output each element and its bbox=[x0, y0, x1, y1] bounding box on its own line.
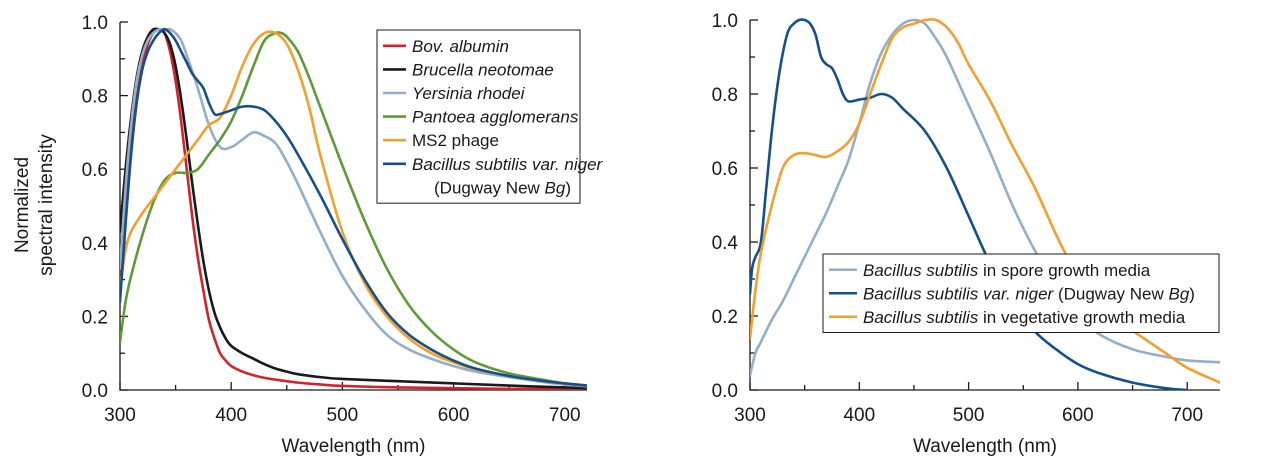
chart-0-legend-label-2: Yersinia rhodei bbox=[412, 84, 526, 103]
chart-0-series-line-1 bbox=[120, 27, 587, 390]
chart-0-x-tick-label: 300 bbox=[104, 405, 136, 426]
chart-0-legend-label-4: MS2 phage bbox=[412, 131, 499, 150]
chart-1-y-tick-label: 0.4 bbox=[712, 233, 739, 254]
chart-0-legend-label-1: Brucella neotomae bbox=[412, 60, 554, 79]
chart-0-y-axis-title-line: Normalized bbox=[12, 157, 33, 253]
chart-1-legend: Bacillus subtilis in spore growth media B… bbox=[822, 253, 1220, 333]
chart-1-x-tick-label: 700 bbox=[1171, 405, 1203, 426]
chart-1-series-group bbox=[750, 17, 1220, 390]
chart-0-legend-label-5-line2: (Dugway New Bg) bbox=[434, 178, 571, 197]
chart-0-series-line-4 bbox=[120, 30, 587, 387]
chart-1-x-tick-label: 400 bbox=[843, 405, 875, 426]
chart-1-x-tick-label: 600 bbox=[1062, 405, 1094, 426]
chart-0-x-tick-label: 600 bbox=[438, 405, 470, 426]
chart-0-y-tick-label: 0.4 bbox=[82, 234, 109, 255]
chart-0-series-line-3 bbox=[120, 31, 587, 387]
chart-0-y-tick-label: 0.8 bbox=[82, 87, 108, 108]
left-chart-panel: 0.0 0.2 0.4 0.6 0.8 1.0 300 400 500 600 700 Wavelen… bbox=[12, 13, 604, 457]
chart-1-legend-label-2: Bacillus subtilis in vegetative growth m… bbox=[863, 308, 1186, 327]
right-chart-panel: 0.0 0.2 0.4 0.6 0.8 1.0 300 400 500 600 700 Wavelen… bbox=[712, 11, 1220, 457]
chart-0-x-axis-title: Wavelength (nm) bbox=[282, 436, 426, 457]
chart-1-y-tick-label: 0.0 bbox=[712, 381, 738, 402]
chart-1-y-tick-label: 1.0 bbox=[712, 11, 738, 32]
chart-0-series-line-5 bbox=[120, 28, 587, 387]
chart-1-x-tick-label: 500 bbox=[953, 405, 985, 426]
chart-0-legend-label-0: Bov. albumin bbox=[412, 37, 509, 56]
chart-1-legend-label-0: Bacillus subtilis in spore growth media bbox=[863, 261, 1151, 280]
chart-1-axes bbox=[749, 20, 1220, 391]
chart-0-y-tick-label: 0.0 bbox=[82, 381, 108, 402]
chart-1-x-axis-title: Wavelength (nm) bbox=[913, 436, 1057, 457]
chart-0-y-axis-title-line: spectral intensity bbox=[36, 134, 57, 276]
chart-0-legend-label-3: Pantoea agglomerans bbox=[412, 108, 579, 127]
chart-1-legend-label-1: Bacillus subtilis var. niger (Dugway New… bbox=[863, 284, 1195, 303]
chart-1-y-tick-label: 0.8 bbox=[712, 85, 738, 106]
chart-0-x-tick-label: 400 bbox=[215, 405, 247, 426]
chart-0-series-group bbox=[120, 27, 587, 390]
chart-1-y-tick-label: 0.2 bbox=[712, 307, 738, 328]
chart-0-legend: Bov. albumin Brucella neotomae Yersinia rh… bbox=[376, 29, 604, 204]
chart-1-y-tick-label: 0.6 bbox=[712, 159, 738, 180]
chart-0-y-tick-label: 0.2 bbox=[82, 307, 108, 328]
chart-0-y-tick-label: 1.0 bbox=[82, 13, 108, 34]
chart-1-legend-box bbox=[822, 253, 1220, 333]
chart-1-x-tick-label: 300 bbox=[734, 405, 766, 426]
chart-0-x-tick-label: 700 bbox=[549, 405, 581, 426]
chart-0-legend-label-5: Bacillus subtilis var. niger bbox=[412, 155, 604, 174]
chart-0-series-line-2 bbox=[120, 27, 587, 388]
chart-0-y-tick-label: 0.6 bbox=[82, 160, 108, 181]
chart-0-x-tick-label: 500 bbox=[327, 405, 359, 426]
chart-0-legend-box bbox=[376, 29, 581, 204]
chart-1-series-line-1 bbox=[750, 18, 1189, 390]
